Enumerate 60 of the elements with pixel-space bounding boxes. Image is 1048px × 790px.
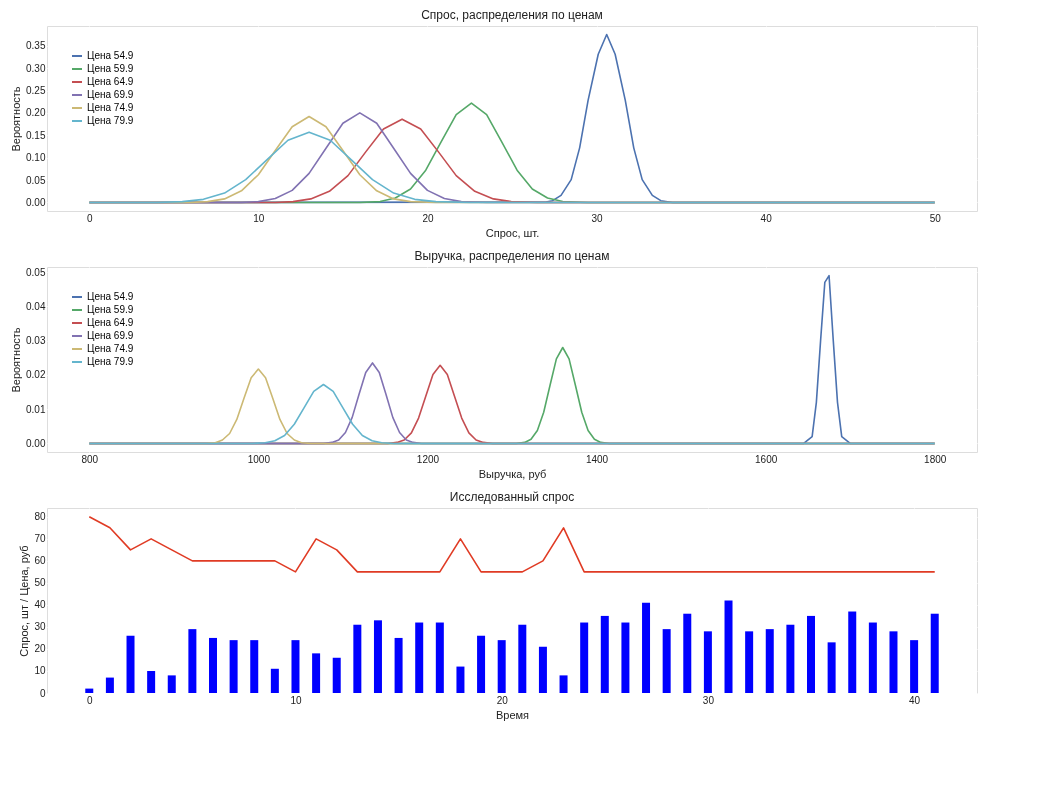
y-tick-label: 0.05	[26, 174, 46, 186]
y-tick-label: 0.02	[26, 369, 46, 381]
x-tick-label: 1600	[755, 453, 778, 465]
y-tick-label: 0.05	[26, 266, 46, 278]
legend-label: Цена 69.9	[87, 330, 134, 341]
x-tick-label: 800	[81, 453, 99, 465]
legend-label: Цена 64.9	[87, 76, 134, 87]
legend-label: Цена 54.9	[87, 291, 134, 302]
y-tick-label: 0.00	[26, 437, 46, 449]
y-tick-label: 40	[34, 599, 46, 611]
x-axis-title: Время	[495, 708, 530, 721]
y-tick-label: 0.15	[26, 129, 46, 141]
x-tick-label: 10	[290, 694, 302, 706]
y-tick-label: 30	[34, 621, 46, 633]
x-tick-label: 40	[760, 212, 773, 224]
y-axis-title: Вероятность	[10, 327, 23, 393]
legend-label: Цена 79.9	[87, 356, 134, 367]
legend-label: Цена 59.9	[87, 63, 134, 74]
legend-label: Цена 64.9	[87, 317, 134, 328]
y-tick-label: 50	[34, 577, 46, 589]
y-tick-label: 0.30	[26, 62, 46, 74]
legend-label: Цена 69.9	[87, 89, 134, 100]
x-axis-title: Выручка, руб	[478, 467, 547, 480]
x-tick-label: 1800	[924, 453, 947, 465]
x-tick-label: 40	[909, 694, 921, 706]
y-axis-title: Спрос, шт / Цена, руб	[18, 545, 31, 657]
x-tick-label: 0	[86, 694, 93, 706]
y-tick-label: 0.00	[26, 196, 46, 208]
y-tick-label: 60	[34, 555, 46, 567]
x-tick-label: 1000	[247, 453, 271, 465]
x-tick-label: 0	[86, 212, 93, 224]
legend-label: Цена 54.9	[87, 50, 134, 61]
y-tick-label: 0.10	[26, 152, 46, 164]
x-tick-label: 10	[253, 212, 265, 224]
legend-label: Цена 74.9	[87, 343, 134, 354]
x-tick-label: 20	[422, 212, 434, 224]
x-tick-label: 30	[702, 694, 715, 706]
y-tick-label: 0.20	[26, 107, 46, 119]
y-tick-label: 70	[34, 533, 46, 545]
y-tick-label: 10	[34, 665, 46, 677]
chart-title: Исследованный спрос	[449, 490, 575, 504]
y-tick-label: 0.01	[26, 403, 46, 415]
x-axis-title: Спрос, шт.	[485, 226, 540, 239]
chart-title: Выручка, распределения по ценам	[414, 249, 610, 263]
y-tick-label: 20	[34, 643, 46, 655]
legend-label: Цена 59.9	[87, 304, 134, 315]
chart-title: Спрос, распределения по ценам	[421, 8, 603, 22]
x-tick-label: 20	[496, 694, 509, 706]
x-tick-label: 1200	[416, 453, 440, 465]
y-tick-label: 0.25	[26, 85, 46, 96]
y-tick-label: 80	[34, 511, 46, 523]
legend-label: Цена 79.9	[87, 115, 134, 126]
y-tick-label: 0.04	[26, 300, 46, 312]
y-tick-label: 0.35	[26, 40, 46, 52]
legend-label: Цена 74.9	[87, 102, 134, 113]
y-tick-label: 0.03	[26, 335, 46, 347]
x-tick-label: 50	[929, 212, 942, 224]
x-tick-label: 30	[591, 212, 604, 224]
x-tick-label: 1400	[585, 453, 609, 465]
y-axis-title: Вероятность	[10, 86, 23, 152]
